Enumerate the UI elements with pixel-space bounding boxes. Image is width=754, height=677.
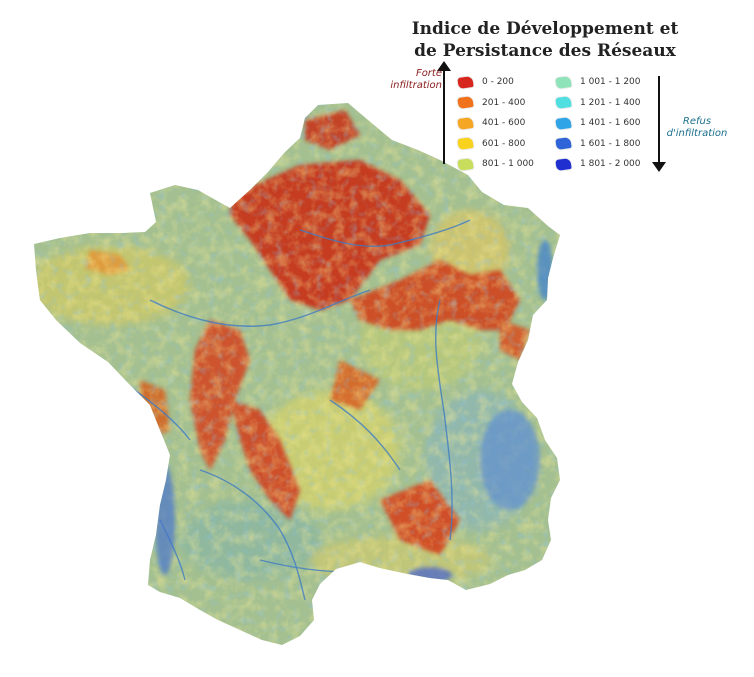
legend-range: 201 - 400 [482,97,526,108]
legend-swatch [457,75,474,89]
legend-range: 1 001 - 1 200 [580,77,641,88]
arrow-up-icon [437,61,451,164]
legend-item: 401 - 600 [457,113,534,134]
legend-range: 1 401 - 1 600 [580,118,641,129]
legend-range: 601 - 800 [482,138,526,149]
legend-item: 1 601 - 1 800 [555,134,641,155]
legend-range: 0 - 200 [482,77,514,88]
legend-item: 1 001 - 1 200 [555,72,641,93]
title-line-1: Indice de Développement et [411,19,679,39]
legend-swatch [555,96,572,110]
legend-item: 601 - 800 [457,134,534,155]
legend-swatch [555,116,572,130]
legend-swatch [457,96,474,110]
legend-swatch [555,157,572,171]
legend-item: 801 - 1 000 [457,154,534,175]
legend-range: 1 201 - 1 400 [580,97,641,108]
arrow-down-icon [652,76,666,172]
legend-range: 1 801 - 2 000 [580,159,641,170]
title-line-2: de Persistance des Réseaux [414,41,676,61]
legend-item: 1 801 - 2 000 [555,154,641,175]
map-title: Indice de Développement et de Persistanc… [380,18,710,62]
legend-swatch [555,75,572,89]
legend: Forte infiltration Refus d'infiltration … [390,61,730,176]
legend-column-right: 1 001 - 1 200 1 201 - 1 400 1 401 - 1 60… [555,72,641,175]
legend-swatch [457,157,474,171]
legend-range: 801 - 1 000 [482,159,534,170]
legend-column-left: 0 - 200 201 - 400 401 - 600 601 - 800 80… [457,72,534,175]
legend-label-forte-infiltration: Forte infiltration [390,68,442,91]
legend-swatch [555,137,572,151]
legend-label-refus-infiltration: Refus d'infiltration [666,116,728,139]
legend-item: 0 - 200 [457,72,534,93]
legend-swatch [457,116,474,130]
legend-item: 1 201 - 1 400 [555,93,641,114]
legend-range: 401 - 600 [482,118,526,129]
legend-item: 201 - 400 [457,93,534,114]
river-network [119,219,471,601]
legend-item: 1 401 - 1 600 [555,113,641,134]
legend-swatch [457,137,474,151]
legend-range: 1 601 - 1 800 [580,138,641,149]
